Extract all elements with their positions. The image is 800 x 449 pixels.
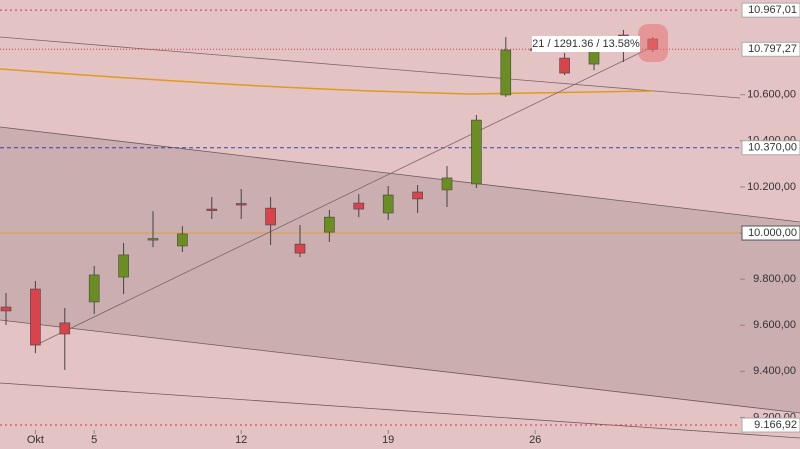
candle-body <box>382 194 394 214</box>
level-label: 10.000,00 <box>748 227 797 239</box>
candle-body <box>588 49 600 65</box>
measure-line <box>35 46 653 346</box>
level-box <box>741 225 800 241</box>
level-box <box>741 417 800 433</box>
candle-body <box>59 322 71 335</box>
candle-body <box>353 202 365 210</box>
candle-body <box>471 119 482 185</box>
y-tick-label: 10.200,00 <box>747 181 796 193</box>
moving-average <box>0 68 653 95</box>
channel-lower <box>0 382 800 439</box>
candle-body <box>412 191 423 200</box>
level-label: 10.797,27 <box>748 43 797 55</box>
tooltip: 21 / 1291.36 / 13.58% <box>532 38 640 50</box>
level-box <box>741 41 800 57</box>
highlight <box>638 24 668 62</box>
candle-body <box>88 274 100 303</box>
candle-body <box>265 207 276 226</box>
y-tick-label: 10.600,00 <box>747 89 796 101</box>
x-tick-label: 19 <box>382 434 394 446</box>
candle-body <box>500 49 512 96</box>
y-axis: 9.200,009.400,009.600,009.800,0010.000,0… <box>27 2 800 446</box>
channel-top <box>0 126 800 223</box>
candle-body <box>441 177 453 191</box>
level-label: 10.967,01 <box>748 4 797 16</box>
candles <box>0 29 659 370</box>
level-label: 9.166,92 <box>754 419 797 431</box>
levels <box>0 9 740 426</box>
candle-body <box>559 57 570 74</box>
candle-body <box>206 208 218 211</box>
candle-body <box>324 216 335 233</box>
candle-body <box>118 254 129 278</box>
x-tick-label: 5 <box>91 434 97 446</box>
x-tick-label: 26 <box>529 434 541 446</box>
candle-body <box>294 243 306 254</box>
x-tick-label: Okt <box>27 434 44 446</box>
candle-body <box>0 306 12 312</box>
level-box <box>741 2 800 18</box>
channel-bottom <box>0 319 800 414</box>
level-label: 10.370,00 <box>748 142 797 154</box>
candle-body <box>235 203 247 206</box>
candle-body <box>177 233 188 247</box>
x-tick-label: 12 <box>235 434 247 446</box>
y-tick-label: 9.400,00 <box>753 365 796 377</box>
y-tick-label: 9.600,00 <box>753 319 796 331</box>
level-box <box>741 140 800 156</box>
candle-body <box>30 288 41 346</box>
tooltip-box <box>532 36 640 52</box>
candle-body <box>147 238 159 241</box>
upper-trend <box>0 36 741 99</box>
y-tick-label: 9.800,00 <box>753 273 796 285</box>
